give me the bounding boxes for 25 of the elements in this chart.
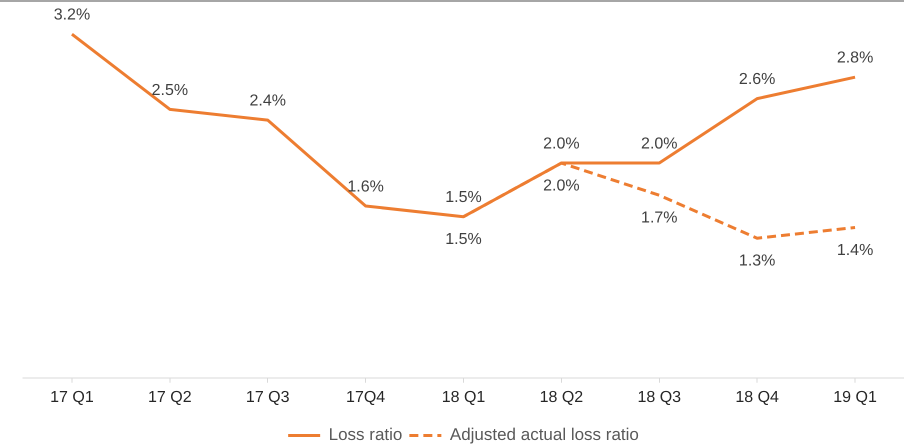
x-tick-label: 17Q4 (346, 388, 386, 406)
x-tick-label: 17 Q3 (246, 388, 290, 406)
data-label: 1.3% (738, 252, 776, 270)
x-tick-label: 19 Q1 (833, 388, 877, 406)
x-tick-label: 18 Q4 (735, 388, 780, 406)
data-label: 1.4% (836, 242, 874, 259)
legend-label: Loss ratio (328, 425, 402, 444)
data-label: 3.2% (54, 6, 90, 24)
data-label: 2.0% (641, 135, 678, 152)
x-tick-label: 18 Q3 (637, 388, 682, 406)
x-tick-label: 18 Q1 (442, 388, 486, 406)
data-label: 2.4% (249, 92, 286, 110)
x-tick-label: 17 Q1 (50, 388, 94, 406)
data-label: 2.5% (152, 82, 188, 99)
x-tick-label: 17 Q2 (148, 388, 192, 406)
data-label: 2.0% (543, 177, 580, 194)
data-label: 2.6% (738, 71, 776, 88)
x-tick-label: 18 Q2 (540, 388, 584, 406)
data-label: 1.5% (445, 231, 482, 248)
data-label: 2.0% (543, 135, 580, 152)
data-label: 1.6% (347, 178, 384, 196)
data-label: 1.7% (641, 210, 678, 227)
data-label: 1.5% (445, 189, 482, 206)
data-label: 2.8% (836, 50, 874, 67)
legend-label: Adjusted actual loss ratio (450, 425, 639, 444)
